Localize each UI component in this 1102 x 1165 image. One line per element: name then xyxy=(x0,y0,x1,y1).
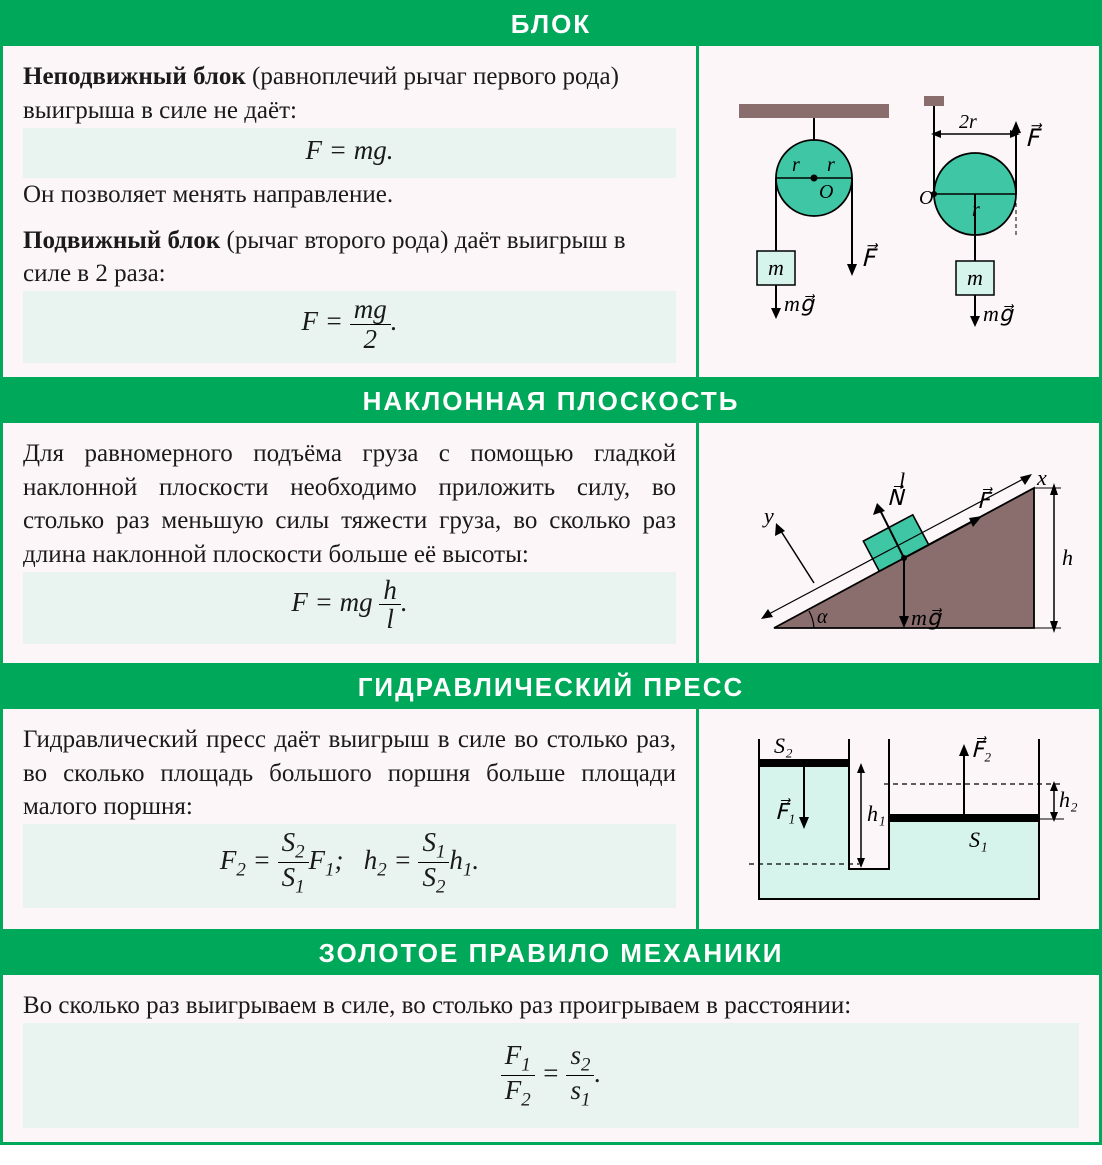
golden-eq: = xyxy=(535,1058,567,1088)
label-mg-incline: mg⃗ xyxy=(911,605,943,630)
section-header-golden: ЗОЛОТОЕ ПРАВИЛО МЕХАНИКИ xyxy=(3,932,1099,975)
label-h2: h₂ xyxy=(1059,787,1078,812)
label-O1: O xyxy=(819,181,833,203)
label-r1: r xyxy=(792,154,800,176)
formula-movable-pulley: F = mg2. xyxy=(23,291,676,363)
incline-diagram: N⃗ F⃗ mg⃗ l x y xyxy=(696,423,1099,663)
section-header-press: ГИДРАВЛИЧЕСКИЙ ПРЕСС xyxy=(3,666,1099,709)
press-desc: Гидравлический пресс даёт выигрыш в силе… xyxy=(23,723,676,824)
press-diagram: S₂ F⃗₁ S₁ F⃗₂ h₁ xyxy=(696,709,1099,929)
fi-den: l xyxy=(379,605,401,633)
label-mg1: mg⃗ xyxy=(784,291,816,316)
f2-lhs: F = xyxy=(302,306,350,336)
label-y: y xyxy=(762,503,774,528)
label-m2: m xyxy=(967,265,983,290)
fi-tail: . xyxy=(401,587,408,617)
label-F1-press: F⃗₁ xyxy=(775,798,795,824)
block-text: Неподвижный блок (равноплечий рычаг перв… xyxy=(3,46,696,377)
formula-press: F2 = S2S1F1; h2 = S1S2h1. xyxy=(23,824,676,907)
fixed-pulley-term: Неподвижный блок xyxy=(23,63,246,90)
section-header-block: БЛОК xyxy=(3,3,1099,46)
label-m1: m xyxy=(768,255,784,280)
formula-fixed-pulley: F = mg. xyxy=(23,128,676,178)
section-row-incline: Для равномерного подъёма груза с помощью… xyxy=(3,423,1099,666)
formula-golden: F1F2 = s2s1. xyxy=(23,1023,1079,1128)
press-h2: h2 xyxy=(364,845,387,875)
label-2r: 2r xyxy=(959,111,977,133)
f2-den: 2 xyxy=(350,325,391,353)
section-row-block: Неподвижный блок (равноплечий рычаг перв… xyxy=(3,46,1099,380)
press-eq1: = xyxy=(246,845,278,875)
f2-tail: . xyxy=(391,306,398,336)
label-F1: F⃗ xyxy=(861,243,879,272)
label-l: l xyxy=(899,468,905,493)
f2-num: mg xyxy=(350,295,391,324)
incline-desc: Для равномерного подъёма груза с помощью… xyxy=(23,437,676,572)
label-alpha: α xyxy=(817,606,828,628)
fi-lhs: F = mg xyxy=(291,587,372,617)
section-header-incline: НАКЛОННАЯ ПЛОСКОСТЬ xyxy=(3,380,1099,423)
formula-incline: F = mg hl. xyxy=(23,572,676,644)
incline-text: Для равномерного подъёма груза с помощью… xyxy=(3,423,696,663)
label-r2: r xyxy=(827,154,835,176)
label-mg2: mg⃗ xyxy=(983,301,1015,326)
fixed-pulley-note: Он позволяет менять направление. xyxy=(23,178,676,212)
press-semi: ; xyxy=(335,845,364,875)
label-F-incline: F⃗ xyxy=(977,487,994,513)
movable-pulley-term: Подвижный блок xyxy=(23,227,220,254)
label-F2: F⃗ xyxy=(1025,123,1043,152)
label-S1: S₁ xyxy=(969,827,988,852)
section-row-press: Гидравлический пресс даёт выигрыш в силе… xyxy=(3,709,1099,932)
press-tail: . xyxy=(472,845,479,875)
fi-num: h xyxy=(379,576,401,605)
press-eq2: = xyxy=(387,845,419,875)
label-x: x xyxy=(1036,465,1047,490)
golden-tail: . xyxy=(594,1058,601,1088)
label-h: h xyxy=(1062,545,1073,570)
press-text: Гидравлический пресс даёт выигрыш в силе… xyxy=(3,709,696,929)
label-O2: O xyxy=(919,187,933,209)
press-F2: F2 xyxy=(220,845,246,875)
label-F2-press: F⃗₂ xyxy=(971,736,992,762)
golden-text: Во сколько раз выигрываем в силе, во сто… xyxy=(3,975,1099,1142)
press-F1: F1 xyxy=(309,845,335,875)
golden-desc: Во сколько раз выигрываем в силе, во сто… xyxy=(23,989,1079,1023)
block-diagram: r r O m mg⃗ F⃗ 2r xyxy=(696,46,1099,377)
label-S2: S₂ xyxy=(774,733,793,758)
label-h1: h₁ xyxy=(867,801,886,826)
section-row-golden: Во сколько раз выигрываем в силе, во сто… xyxy=(3,975,1099,1142)
physics-reference-card: БЛОК Неподвижный блок (равноплечий рычаг… xyxy=(0,0,1102,1145)
press-h1: h1 xyxy=(449,845,472,875)
